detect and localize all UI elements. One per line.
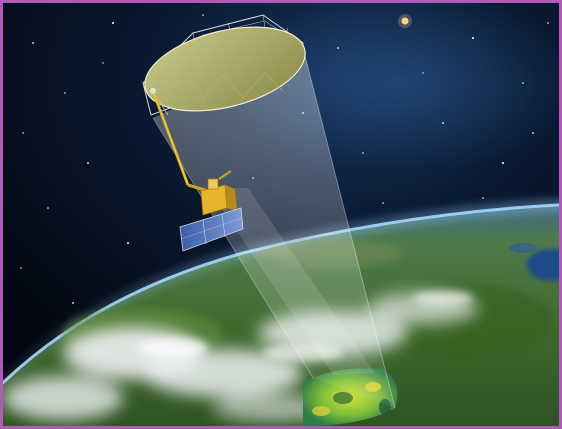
instrument-beams xyxy=(152,47,396,409)
satellite-scene xyxy=(3,3,559,426)
mesh-reflector xyxy=(142,14,306,116)
spacecraft-bus xyxy=(200,170,237,216)
solar-panel xyxy=(179,207,244,252)
